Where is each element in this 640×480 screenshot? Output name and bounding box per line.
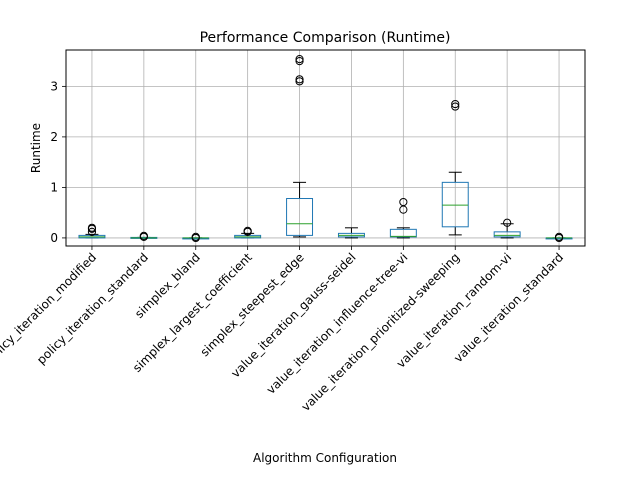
plot-frame xyxy=(65,49,586,247)
x-axis: policy_iteration_modifiedpolicy_iteratio… xyxy=(0,246,566,414)
y-tick-label: 2 xyxy=(50,130,58,144)
outlier-point xyxy=(503,218,512,227)
box-iqr xyxy=(441,181,469,228)
box-group xyxy=(182,232,210,243)
box-iqr xyxy=(389,228,417,238)
outlier-point xyxy=(191,232,200,242)
outlier-point xyxy=(87,227,97,236)
box-group xyxy=(441,99,469,236)
x-tick-label: value_iteration_standard xyxy=(451,250,566,365)
x-axis-label: Algorithm Configuration xyxy=(253,451,397,465)
outlier-point xyxy=(295,75,304,84)
box-group xyxy=(545,232,573,243)
box-group xyxy=(234,226,262,239)
box-group xyxy=(286,54,314,238)
box-iqr xyxy=(286,198,314,236)
outlier-point xyxy=(451,99,460,109)
y-tick-label: 3 xyxy=(50,79,58,93)
outlier-point xyxy=(451,102,460,111)
grid xyxy=(66,50,585,246)
outlier-point xyxy=(295,54,304,64)
x-tick-label: simplex_steepest_edge xyxy=(198,250,307,359)
box-group xyxy=(493,218,521,239)
outlier-point xyxy=(243,226,252,235)
box-group xyxy=(337,227,365,239)
outlier-point xyxy=(139,231,148,240)
y-tick-label: 1 xyxy=(50,180,58,194)
y-axis: 0 1 2 3 xyxy=(50,79,66,245)
outlier-point xyxy=(295,77,304,86)
y-axis-label: Runtime xyxy=(29,123,43,173)
outlier-point xyxy=(399,197,408,207)
y-tick-label: 0 xyxy=(50,231,58,245)
outlier-point xyxy=(554,232,564,242)
chart-title: Performance Comparison (Runtime) xyxy=(200,30,451,46)
box-iqr xyxy=(493,231,521,238)
box-group xyxy=(78,223,106,239)
boxes xyxy=(78,54,573,243)
outlier-point xyxy=(87,223,97,232)
box-group xyxy=(389,197,417,239)
box-group xyxy=(130,231,158,242)
outlier-point xyxy=(295,57,304,66)
